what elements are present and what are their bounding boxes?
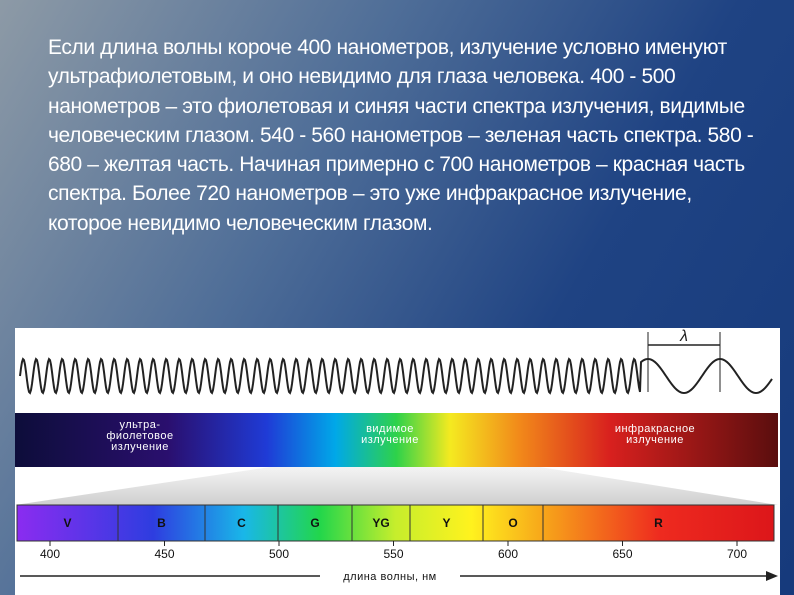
- tick-label: 450: [154, 547, 174, 561]
- region-label: фиолетовое: [106, 430, 173, 442]
- axis-label-bg: [320, 568, 460, 584]
- region-label: излучение: [626, 434, 684, 446]
- visible-strip: [16, 504, 775, 542]
- region-label: излучение: [361, 434, 419, 446]
- paragraph: Если длина волны короче 400 нанометров, …: [48, 36, 754, 235]
- band-label: YG: [372, 516, 389, 530]
- tick-label: 400: [40, 547, 60, 561]
- band-label: C: [237, 516, 246, 530]
- tick-label: 700: [727, 547, 747, 561]
- spectrum-band: [15, 413, 778, 467]
- region-label: инфракрасное: [615, 423, 695, 435]
- band-label: B: [157, 516, 166, 530]
- visible-cone: [15, 467, 778, 505]
- band-label: O: [508, 516, 517, 530]
- band-label: V: [63, 516, 71, 530]
- band-label: R: [654, 516, 663, 530]
- band-label: Y: [442, 516, 450, 530]
- region-label: ультра-: [120, 419, 161, 431]
- axis-label: длина волны, нм: [343, 571, 436, 583]
- tick-label: 600: [498, 547, 518, 561]
- region-label: видимое: [366, 423, 414, 435]
- wave: [19, 357, 773, 395]
- band-label: G: [310, 516, 319, 530]
- region-label: излучение: [111, 441, 169, 453]
- tick-label: 650: [612, 547, 632, 561]
- tick-label: 500: [269, 547, 289, 561]
- tick-label: 550: [383, 547, 403, 561]
- axis-arrow: [766, 571, 778, 581]
- lambda-label: λ: [679, 328, 688, 345]
